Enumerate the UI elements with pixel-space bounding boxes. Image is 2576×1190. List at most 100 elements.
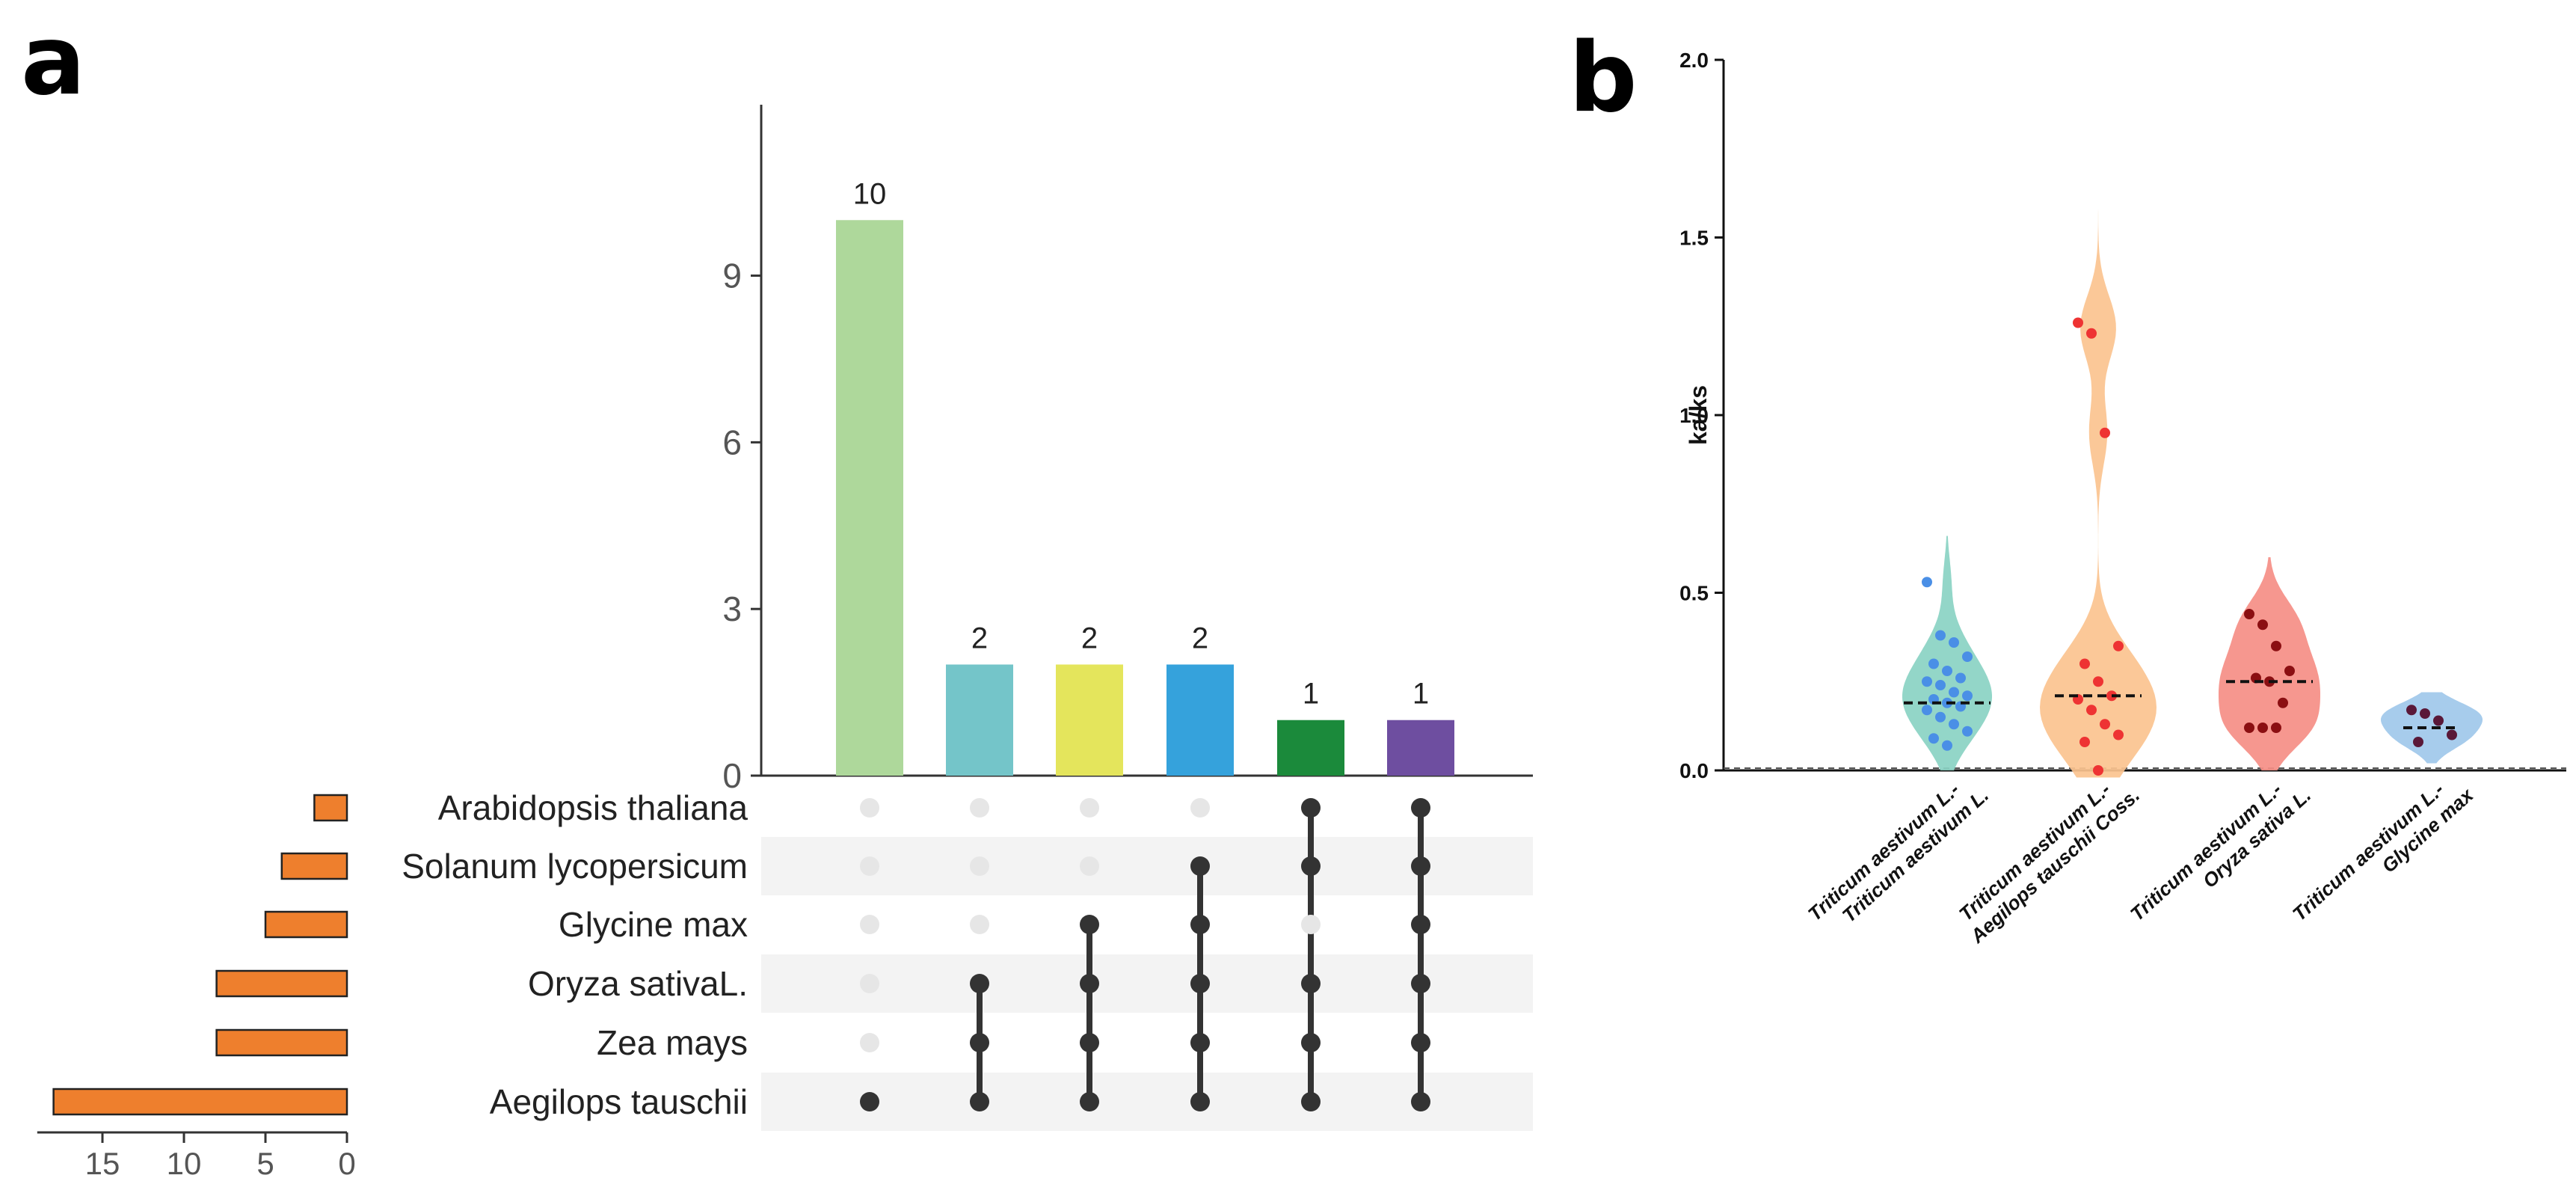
set-label: Zea mays: [597, 1023, 748, 1062]
intersection-bar: [1277, 720, 1344, 776]
matrix-dot-filled: [1080, 974, 1099, 993]
intersection-count-label: 10: [853, 177, 887, 210]
matrix-row-band: [761, 954, 1533, 1013]
set-size-tick-label: 5: [256, 1146, 274, 1181]
violin-data-point: [2244, 723, 2254, 733]
violin-shape: [1902, 536, 1992, 770]
matrix-row-band: [761, 1073, 1533, 1131]
matrix-dot-filled: [970, 974, 989, 993]
matrix-dot-filled: [1190, 974, 1210, 993]
violin-data-point: [2079, 737, 2090, 747]
y-tick-label: 9: [722, 257, 742, 295]
violin-data-point: [2278, 697, 2288, 708]
violin-data-point: [2113, 640, 2124, 651]
matrix-dot-filled: [1411, 798, 1430, 818]
set-size-bar: [313, 794, 348, 822]
violin-data-point: [1922, 577, 1932, 588]
set-size-bar: [280, 852, 348, 880]
violin-data-point: [1922, 705, 1932, 716]
violin-data-point: [2257, 723, 2268, 733]
violin-data-point: [1949, 687, 1959, 698]
matrix-dot-empty: [860, 856, 879, 876]
matrix-dot-filled: [1301, 856, 1321, 876]
violin-data-point: [2406, 705, 2417, 716]
set-size-bar: [264, 910, 348, 939]
intersection-count-label: 2: [1081, 622, 1098, 654]
violin-data-point: [2073, 317, 2083, 328]
violin-y-tick-label: 1.0: [1679, 404, 1709, 427]
set-size-tick-label: 0: [338, 1146, 355, 1181]
matrix-dot-empty: [1080, 798, 1099, 818]
upset-set-size-chart: 15 10 5 0: [37, 794, 356, 1181]
violin-y-tick-label: 0.0: [1679, 759, 1709, 782]
y-tick-label: 0: [722, 756, 742, 795]
matrix-dot-filled: [1190, 856, 1210, 876]
matrix-dot-filled: [1190, 1033, 1210, 1052]
intersection-count-label: 1: [1413, 678, 1429, 711]
matrix-dot-filled: [1080, 1033, 1099, 1052]
matrix-dot-filled: [1411, 915, 1430, 934]
matrix-dot-filled: [1301, 974, 1321, 993]
set-size-tick-label: 10: [167, 1146, 202, 1181]
intersection-bar: [1166, 664, 1234, 776]
violin-data-point: [1962, 690, 1973, 702]
violin-data-point: [1942, 666, 1952, 676]
violin-data-point: [2420, 708, 2430, 719]
violin-data-point: [2271, 723, 2281, 733]
violin-data-point: [1928, 733, 1939, 744]
matrix-dot-filled: [1411, 1033, 1430, 1052]
matrix-dot-filled: [1411, 1092, 1430, 1111]
matrix-dot-filled: [1190, 915, 1210, 934]
violin-data-point: [1942, 740, 1952, 751]
y-tick-label: 6: [722, 423, 742, 461]
panel-label-b: b: [1569, 22, 1638, 134]
violin-y-axis-title: ka/ks: [1685, 385, 1712, 445]
matrix-dot-empty: [860, 915, 879, 934]
violin-data-point: [2093, 765, 2103, 776]
intersection-bar: [1056, 664, 1123, 776]
violin-shape: [2219, 557, 2320, 770]
violin-data-point: [1935, 680, 1946, 690]
violin-y-tick-label: 1.5: [1679, 227, 1709, 250]
intersection-bar: [946, 664, 1013, 776]
matrix-row-band: [761, 837, 1533, 895]
matrix-dot-empty: [860, 974, 879, 993]
violin-data-point: [2113, 729, 2124, 740]
violin-data-point: [1935, 711, 1946, 723]
set-label: Aegilops tauschii: [490, 1082, 748, 1121]
matrix-dot-filled: [860, 1092, 879, 1111]
matrix-dot-filled: [970, 1092, 989, 1111]
violin-data-point: [2086, 705, 2097, 716]
matrix-dot-empty: [1080, 856, 1099, 876]
set-size-bar: [215, 969, 348, 998]
panel-label-a: a: [21, 5, 85, 117]
intersection-bar: [1387, 720, 1454, 776]
intersection-count-label: 2: [971, 622, 988, 654]
violin-data-point: [1955, 672, 1966, 684]
violin-data-point: [1962, 651, 1973, 662]
matrix-dot-empty: [1190, 798, 1210, 818]
intersection-bar: [836, 220, 903, 776]
matrix-dot-empty: [970, 856, 989, 876]
violin-chart: 0.0 0.5 1.0 1.5 2.0 ka/ks Triticum aestivum L.…: [1679, 49, 2566, 948]
matrix-dot-filled: [1411, 974, 1430, 993]
intersection-count-label: 1: [1303, 678, 1319, 711]
matrix-dot-filled: [1080, 1092, 1099, 1111]
matrix-dot-filled: [1080, 915, 1099, 934]
violin-data-point: [1922, 676, 1932, 687]
matrix-dot-empty: [860, 798, 879, 818]
matrix-dot-filled: [1411, 856, 1430, 876]
violin-data-point: [2447, 729, 2457, 740]
violin-data-point: [2100, 719, 2110, 730]
violin-data-point: [2284, 666, 2295, 676]
set-label: Glycine max: [559, 905, 748, 944]
violin-data-point: [2079, 658, 2090, 669]
set-label: Solanum lycopersicum: [402, 847, 748, 886]
set-label: Arabidopsis thaliana: [438, 788, 748, 827]
set-size-tick-label: 15: [85, 1146, 120, 1181]
violin-data-point: [1949, 719, 1959, 730]
violin-y-tick-label: 0.5: [1679, 582, 1709, 605]
matrix-dot-empty: [1301, 915, 1321, 934]
violin-data-point: [2433, 715, 2444, 726]
